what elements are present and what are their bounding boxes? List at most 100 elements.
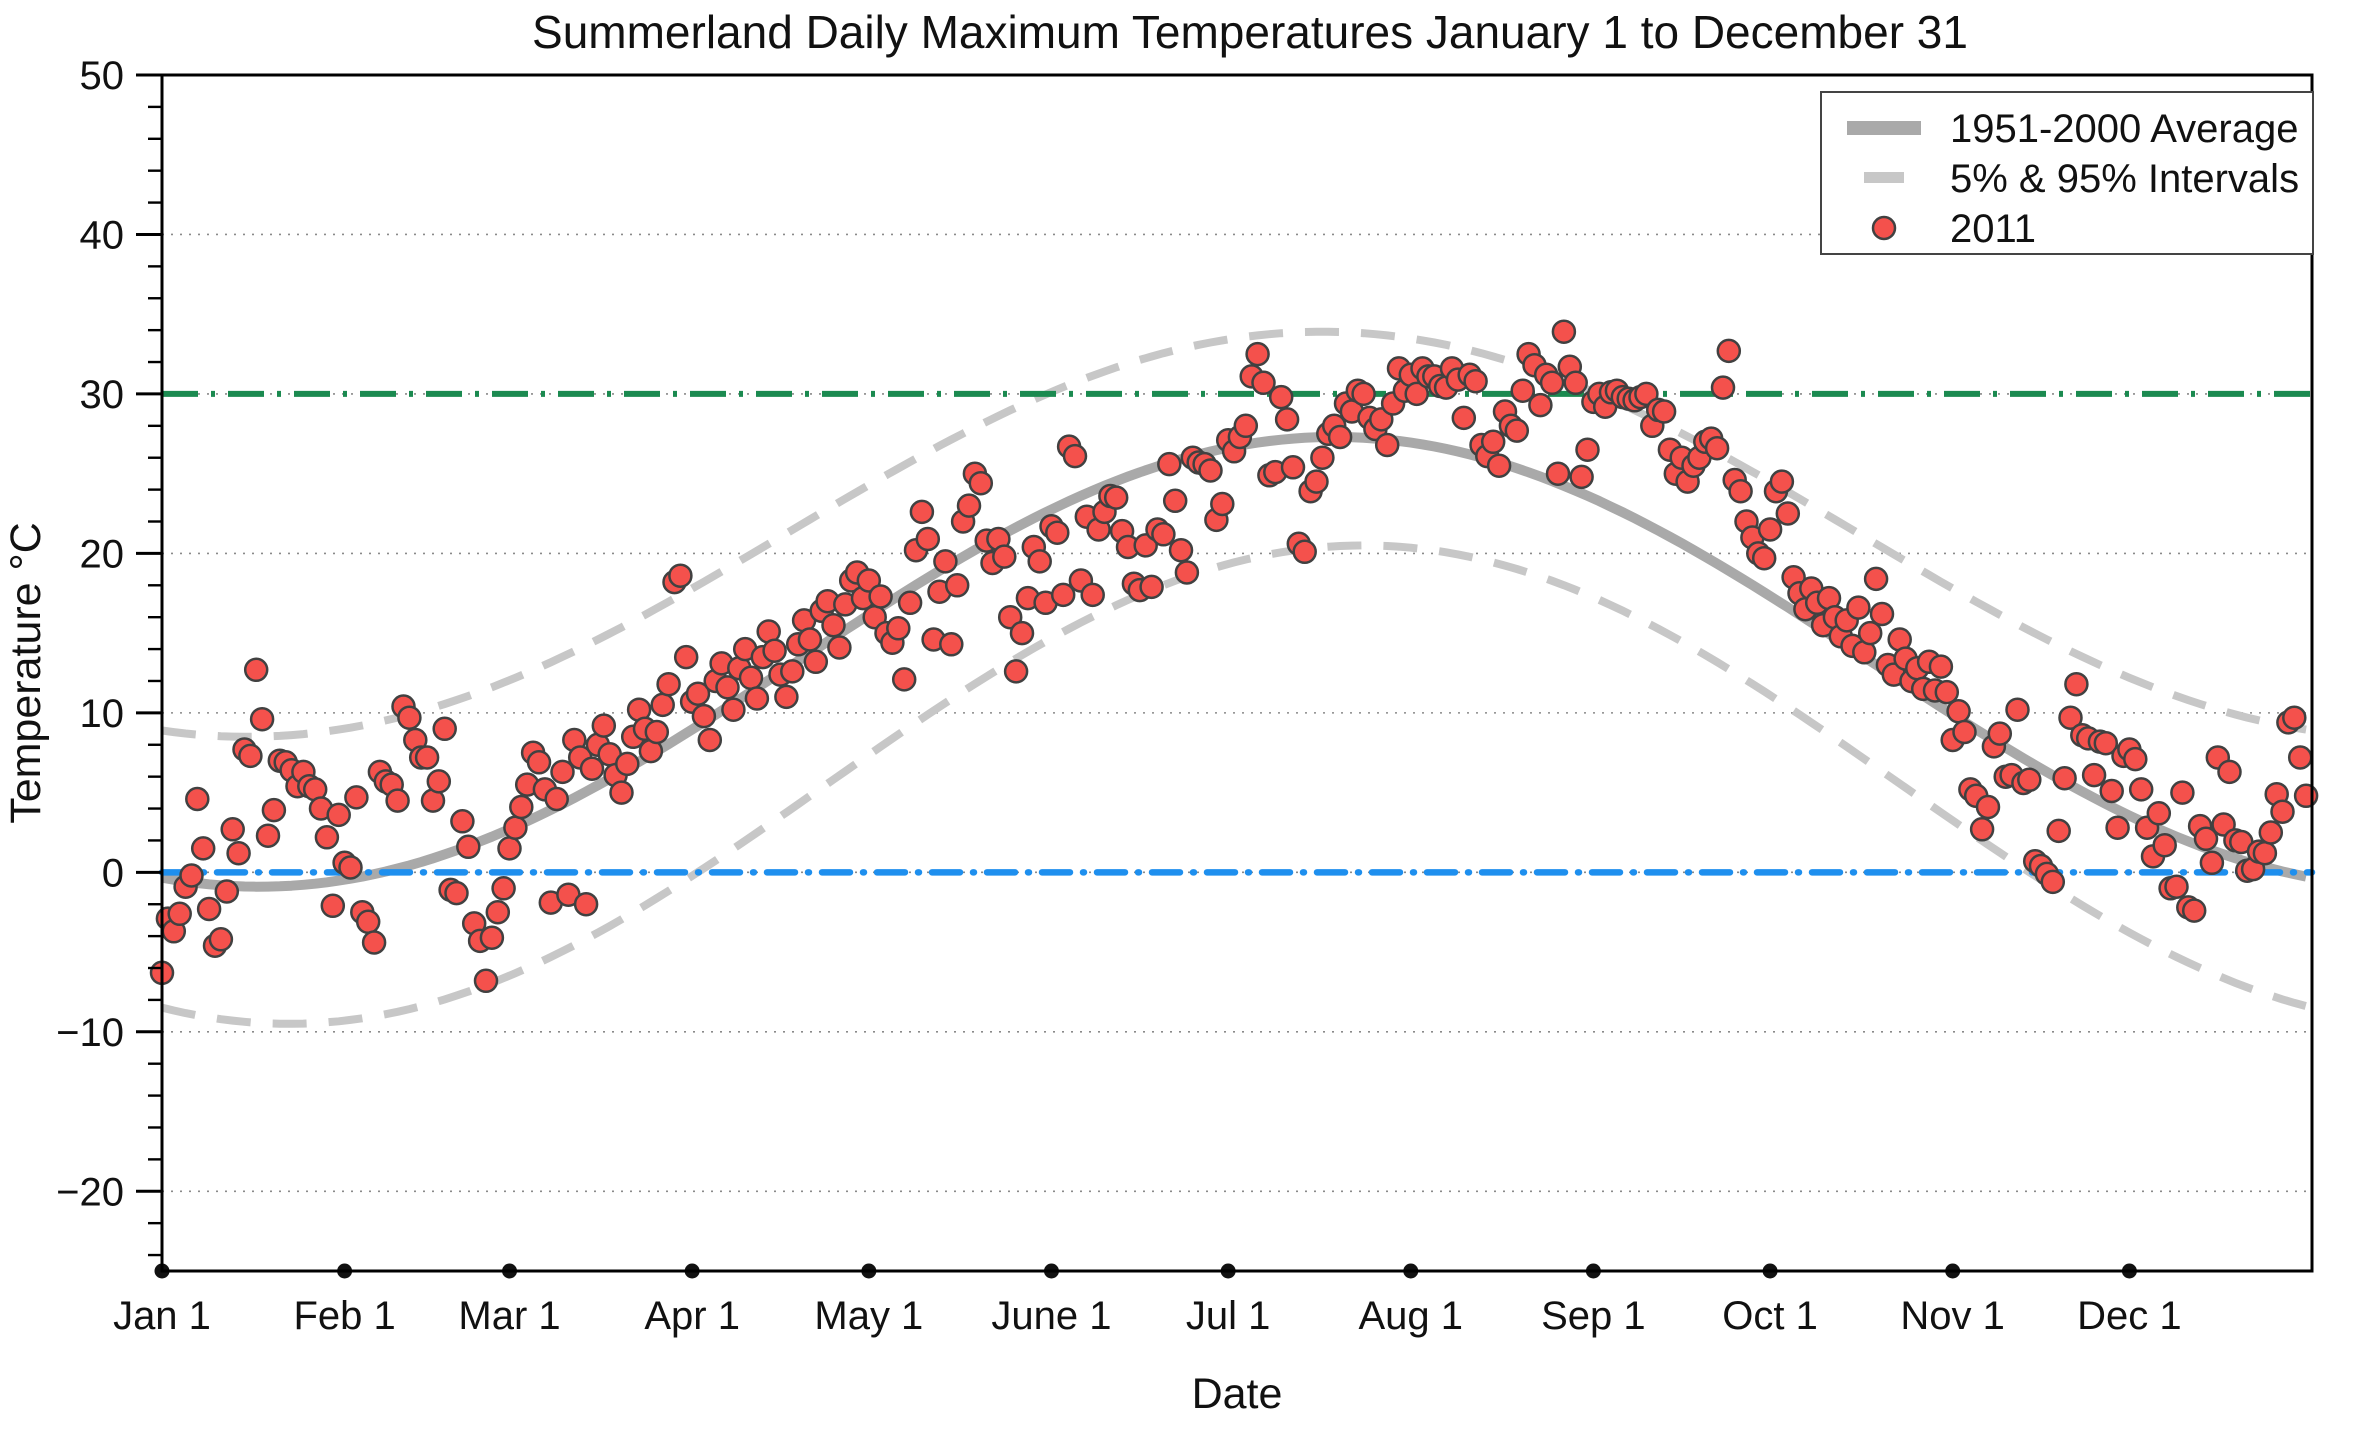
data-point-2011: [697, 727, 723, 753]
data-point-2011: [2064, 671, 2089, 697]
data-point-2011: [1545, 461, 1571, 486]
data-point-2011: [992, 544, 1017, 569]
data-point-2011: [509, 794, 534, 820]
data-point-2011: [249, 706, 275, 732]
data-point-2011: [909, 499, 935, 525]
data-point-2011: [196, 896, 222, 922]
x-tick-label: Feb 1: [293, 1294, 395, 1338]
x-tick-label: Nov 1: [1900, 1294, 2005, 1338]
chart-title: Summerland Daily Maximum Temperatures Ja…: [532, 6, 1968, 58]
data-point-2011: [691, 703, 717, 729]
data-point-2011: [1003, 659, 1029, 684]
data-point-2011: [1268, 384, 1294, 410]
interval-dash-swatch-icon: [1864, 172, 1904, 183]
data-point-2011: [933, 549, 958, 574]
data-point-2011: [2152, 832, 2177, 858]
data-point-2011: [2217, 759, 2242, 785]
data-point-2011: [1310, 445, 1335, 470]
data-point-2011: [1869, 601, 1895, 627]
data-point-2011: [944, 573, 970, 598]
data-point-2011: [473, 968, 499, 994]
legend-item-average: 1951-2000 Average: [1847, 107, 2298, 151]
data-point-2011: [361, 930, 387, 955]
legend-label-average: 1951-2000 Average: [1950, 107, 2298, 151]
x-tick-label: Apr 1: [644, 1294, 740, 1338]
data-point-2011: [208, 927, 234, 952]
data-point-2011: [956, 493, 982, 518]
data-point-2011: [1245, 341, 1270, 367]
y-tick-label: 40: [80, 213, 125, 257]
x-tick-label: Jan 1: [113, 1294, 211, 1338]
data-point-2011: [2058, 705, 2083, 730]
data-point-2011: [939, 632, 964, 657]
data-point-2011: [491, 876, 516, 901]
legend-item-intervals: 5% & 95% Intervals: [1864, 157, 2299, 201]
data-point-2011: [2081, 762, 2107, 788]
x-tick-label: June 1: [991, 1294, 1111, 1338]
data-point-2011: [1563, 370, 1588, 396]
data-point-2011: [1969, 817, 1995, 842]
legend: 1951-2000 Average 5% & 95% Intervals 201…: [1820, 91, 2314, 255]
data-point-2011: [673, 644, 699, 670]
data-point-2011: [550, 759, 575, 785]
data-point-2011: [1451, 405, 1477, 431]
data-point-2011: [2287, 745, 2313, 770]
data-point-2011: [615, 751, 640, 777]
red-dot-swatch-icon: [1871, 215, 1897, 241]
data-point-2011: [762, 638, 787, 663]
data-point-2011: [544, 786, 569, 812]
data-point-2011: [685, 681, 711, 706]
data-point-2011: [2146, 801, 2172, 826]
data-point-2011: [2040, 869, 2066, 895]
x-tick-label: Sep 1: [1541, 1294, 1646, 1338]
data-point-2011: [432, 716, 457, 742]
data-point-2011: [821, 612, 846, 638]
data-point-2011: [780, 659, 805, 684]
data-point-2011: [1374, 432, 1400, 458]
y-tick-label: 20: [80, 532, 125, 576]
data-point-2011: [968, 470, 994, 496]
y-tick-label: 0: [102, 851, 124, 895]
data-point-2011: [1757, 517, 1783, 542]
data-point-2011: [1351, 381, 1376, 407]
data-point-2011: [1251, 370, 1276, 396]
data-point-2011: [721, 697, 746, 722]
data-point-2011: [456, 834, 481, 860]
x-tick-label: Mar 1: [458, 1294, 560, 1338]
data-point-2011: [344, 785, 369, 810]
data-point-2011: [774, 684, 799, 710]
data-point-2011: [2105, 815, 2130, 840]
y-tick-label: 50: [80, 54, 125, 98]
data-point-2011: [1404, 381, 1429, 407]
x-axis-title: Date: [1192, 1370, 1283, 1418]
data-point-2011: [190, 836, 216, 861]
gridlines-layer: [162, 233, 2312, 1193]
data-point-2011: [650, 692, 675, 718]
data-point-2011: [2293, 783, 2319, 809]
data-point-2011: [1946, 699, 1971, 724]
data-point-2011: [1857, 620, 1883, 646]
data-point-2011: [744, 686, 770, 711]
data-point-2011: [479, 925, 505, 950]
data-point-2011: [1157, 451, 1182, 477]
data-point-2011: [2017, 767, 2042, 793]
data-point-2011: [1463, 368, 1488, 394]
data-point-2011: [226, 840, 251, 866]
data-point-2011: [2252, 840, 2278, 866]
data-point-2011: [2282, 705, 2307, 730]
data-point-2011: [2193, 826, 2219, 852]
data-point-2011: [1952, 719, 1977, 745]
data-point-2011: [1103, 485, 1129, 510]
data-point-2011: [1934, 679, 1960, 705]
average-line-swatch-icon: [1847, 121, 1921, 135]
data-point-2011: [656, 671, 681, 697]
data-point-2011: [1233, 413, 1259, 439]
data-point-2011: [1551, 319, 1577, 344]
data-point-2011: [2128, 777, 2154, 802]
reference-lines-layer: [158, 390, 2316, 876]
data-point-2011: [414, 745, 440, 770]
data-point-2011: [1486, 453, 1512, 478]
data-point-2011: [891, 667, 917, 692]
data-point-2011: [1080, 582, 1105, 608]
